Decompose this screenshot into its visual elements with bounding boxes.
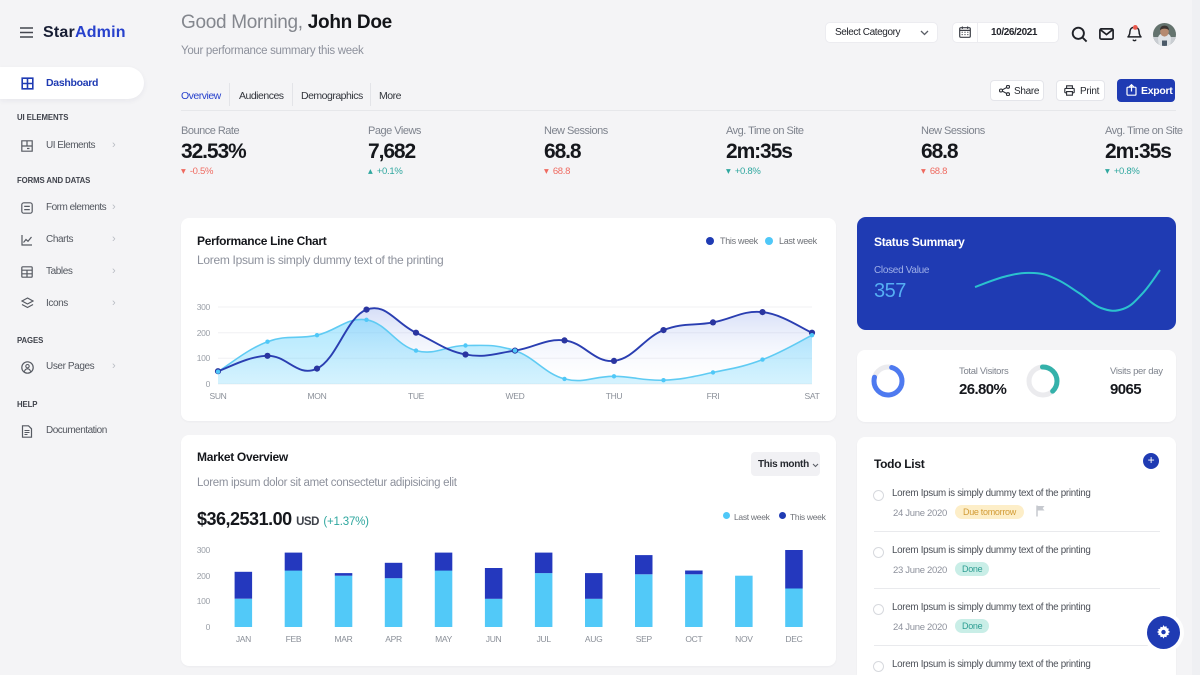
svg-text:300: 300	[197, 302, 211, 312]
svg-text:100: 100	[197, 353, 211, 363]
svg-text:200: 200	[197, 571, 211, 581]
svg-text:300: 300	[197, 545, 211, 555]
svg-text:NOV: NOV	[735, 634, 753, 644]
svg-text:MAR: MAR	[335, 634, 353, 644]
svg-text:APR: APR	[385, 634, 402, 644]
svg-text:THU: THU	[606, 391, 623, 401]
svg-text:TUE: TUE	[408, 391, 425, 401]
svg-text:0: 0	[206, 379, 211, 389]
svg-text:DEC: DEC	[785, 634, 802, 644]
svg-text:0: 0	[206, 622, 211, 632]
svg-text:FEB: FEB	[286, 634, 302, 644]
svg-text:WED: WED	[506, 391, 525, 401]
svg-text:JUN: JUN	[486, 634, 502, 644]
svg-text:MAY: MAY	[435, 634, 453, 644]
svg-text:100: 100	[197, 596, 211, 606]
svg-text:AUG: AUG	[585, 634, 603, 644]
svg-text:MON: MON	[308, 391, 327, 401]
svg-text:SEP: SEP	[636, 634, 653, 644]
svg-text:200: 200	[197, 328, 211, 338]
svg-text:SAT: SAT	[804, 391, 819, 401]
svg-text:JAN: JAN	[236, 634, 251, 644]
svg-text:OCT: OCT	[685, 634, 702, 644]
svg-text:JUL: JUL	[537, 634, 552, 644]
svg-text:FRI: FRI	[707, 391, 720, 401]
svg-text:SUN: SUN	[209, 391, 226, 401]
